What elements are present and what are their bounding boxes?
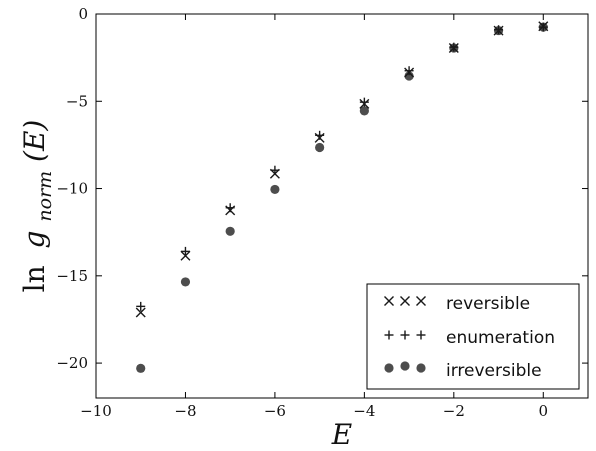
y-axis-label-symbol: g bbox=[18, 231, 51, 249]
x-tick-label: −6 bbox=[264, 402, 286, 420]
y-tick-label: −10 bbox=[56, 180, 88, 198]
legend-marker-reversible bbox=[400, 296, 410, 306]
y-axis-label-argument: (E) bbox=[18, 120, 51, 162]
legend-markers bbox=[384, 296, 426, 373]
x-tick-label: 0 bbox=[538, 402, 548, 420]
legend-marker-reversible bbox=[416, 296, 426, 306]
marker-dot bbox=[400, 361, 410, 371]
data-point-enumeration bbox=[494, 25, 504, 35]
y-tick-label: 0 bbox=[78, 5, 88, 23]
marker-stroke bbox=[135, 307, 146, 318]
marker-dot bbox=[270, 184, 280, 195]
legend-label-irreversible: irreversible bbox=[446, 361, 542, 381]
marker-dot bbox=[359, 106, 369, 116]
data-point-enumeration bbox=[315, 130, 325, 140]
marker-dot bbox=[180, 277, 191, 287]
y-axis-label: ln g norm (E) bbox=[18, 120, 58, 293]
marker-stroke bbox=[400, 296, 410, 306]
legend-marker-irreversible bbox=[400, 361, 410, 371]
y-axis-ticks: 0 −5 −10 −15 −20 bbox=[56, 5, 588, 372]
marker-stroke bbox=[384, 296, 394, 306]
data-point-enumeration bbox=[225, 203, 235, 213]
data-point-irreversible bbox=[315, 142, 325, 153]
x-axis-ticks: −10 −8 −6 −4 −2 0 bbox=[80, 14, 548, 420]
data-point-irreversible bbox=[225, 226, 235, 236]
x-tick-label: −8 bbox=[174, 402, 196, 420]
marker-dot bbox=[136, 363, 146, 373]
x-tick-label: −4 bbox=[353, 402, 375, 420]
data-point-irreversible bbox=[270, 184, 280, 195]
legend-marker-enumeration bbox=[416, 330, 426, 340]
legend-label-enumeration: enumeration bbox=[446, 328, 555, 348]
data-point-enumeration bbox=[180, 246, 190, 256]
plot-frame bbox=[95, 13, 589, 399]
legend-box bbox=[366, 283, 580, 390]
x-tick-label: −10 bbox=[80, 402, 112, 420]
data-point-irreversible bbox=[359, 106, 369, 116]
y-tick-label: −15 bbox=[56, 267, 88, 285]
x-axis-label: E bbox=[331, 418, 352, 451]
data-point-irreversible bbox=[404, 71, 414, 81]
data-point-enumeration bbox=[136, 301, 146, 311]
legend-marker-reversible bbox=[384, 296, 394, 306]
data-point-irreversible bbox=[136, 363, 146, 373]
marker-stroke bbox=[416, 296, 426, 306]
y-tick-label: −20 bbox=[56, 354, 88, 372]
data-point-irreversible bbox=[180, 277, 191, 287]
marker-dot bbox=[225, 226, 235, 236]
data-point-reversible bbox=[135, 307, 146, 318]
plot-marks bbox=[135, 21, 549, 373]
data-point-enumeration bbox=[404, 66, 414, 76]
data-point-enumeration bbox=[270, 165, 280, 175]
y-axis-label-prefix: ln bbox=[18, 265, 51, 292]
legend-marker-enumeration bbox=[384, 330, 394, 340]
marker-dot bbox=[384, 363, 394, 373]
y-axis-label-subscript: norm bbox=[34, 171, 56, 222]
data-point-enumeration bbox=[449, 42, 459, 52]
y-tick-label: −5 bbox=[66, 92, 88, 110]
data-point-enumeration bbox=[538, 22, 548, 32]
legend-marker-enumeration bbox=[400, 330, 410, 340]
legend: reversible enumeration irreversible bbox=[366, 283, 580, 390]
marker-dot bbox=[315, 142, 325, 153]
legend-marker-irreversible bbox=[416, 363, 426, 373]
legend-label-reversible: reversible bbox=[446, 294, 530, 314]
x-tick-label: −2 bbox=[443, 402, 465, 420]
marker-dot bbox=[404, 71, 414, 81]
legend-marker-irreversible bbox=[384, 363, 394, 373]
data-point-enumeration bbox=[359, 97, 369, 107]
marker-dot bbox=[416, 363, 426, 373]
